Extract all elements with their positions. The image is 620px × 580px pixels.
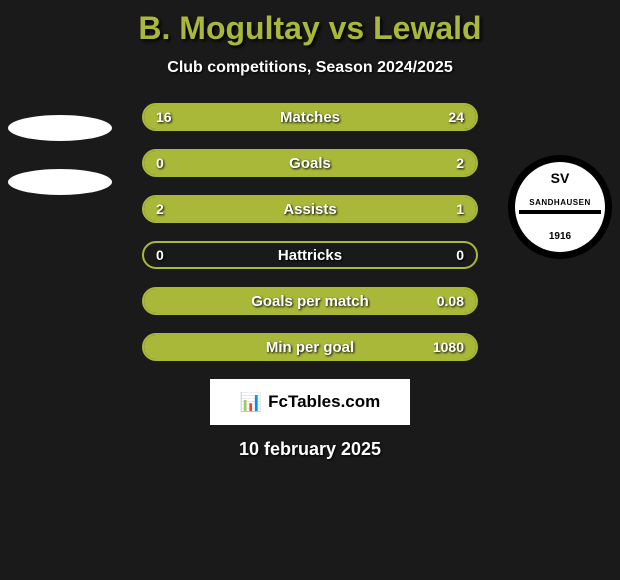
stat-row: 00Hattricks xyxy=(142,241,478,269)
subtitle: Club competitions, Season 2024/2025 xyxy=(0,59,620,77)
infographic-container: B. Mogultay vs Lewald Club competitions,… xyxy=(0,0,620,470)
brand-banner: 📊 FcTables.com xyxy=(210,379,410,425)
stat-label: Matches xyxy=(144,105,476,129)
stat-label: Goals xyxy=(144,151,476,175)
stat-label: Hattricks xyxy=(144,243,476,267)
badge-text-name: SANDHAUSEN xyxy=(515,198,605,207)
badge-divider xyxy=(519,210,601,214)
stat-row: 21Assists xyxy=(142,195,478,223)
stat-row: 02Goals xyxy=(142,149,478,177)
stat-label: Min per goal xyxy=(144,335,476,359)
player-right-badge: SV SANDHAUSEN 1916 xyxy=(508,155,612,259)
stat-label: Goals per match xyxy=(144,289,476,313)
stat-row: 1080Min per goal xyxy=(142,333,478,361)
badge-shape xyxy=(8,169,112,195)
stats-area: SV SANDHAUSEN 1916 1624Matches 02Goals 21A… xyxy=(0,103,620,361)
badge-inner: SV SANDHAUSEN 1916 xyxy=(515,162,605,252)
brand-icon: 📊 xyxy=(240,392,262,413)
date-text: 10 february 2025 xyxy=(0,439,620,460)
stat-rows: 1624Matches 02Goals 21Assists 00Hattricks 0.… xyxy=(142,103,478,361)
stat-label: Assists xyxy=(144,197,476,221)
player-left-badge xyxy=(8,155,112,259)
page-title: B. Mogultay vs Lewald xyxy=(0,10,620,47)
badge-text-year: 1916 xyxy=(515,231,605,242)
badge-shape xyxy=(8,115,112,141)
brand-text: FcTables.com xyxy=(268,392,380,412)
stat-row: 0.08Goals per match xyxy=(142,287,478,315)
stat-row: 1624Matches xyxy=(142,103,478,131)
badge-outer: SV SANDHAUSEN 1916 xyxy=(508,155,612,259)
badge-text-top: SV xyxy=(515,170,605,186)
